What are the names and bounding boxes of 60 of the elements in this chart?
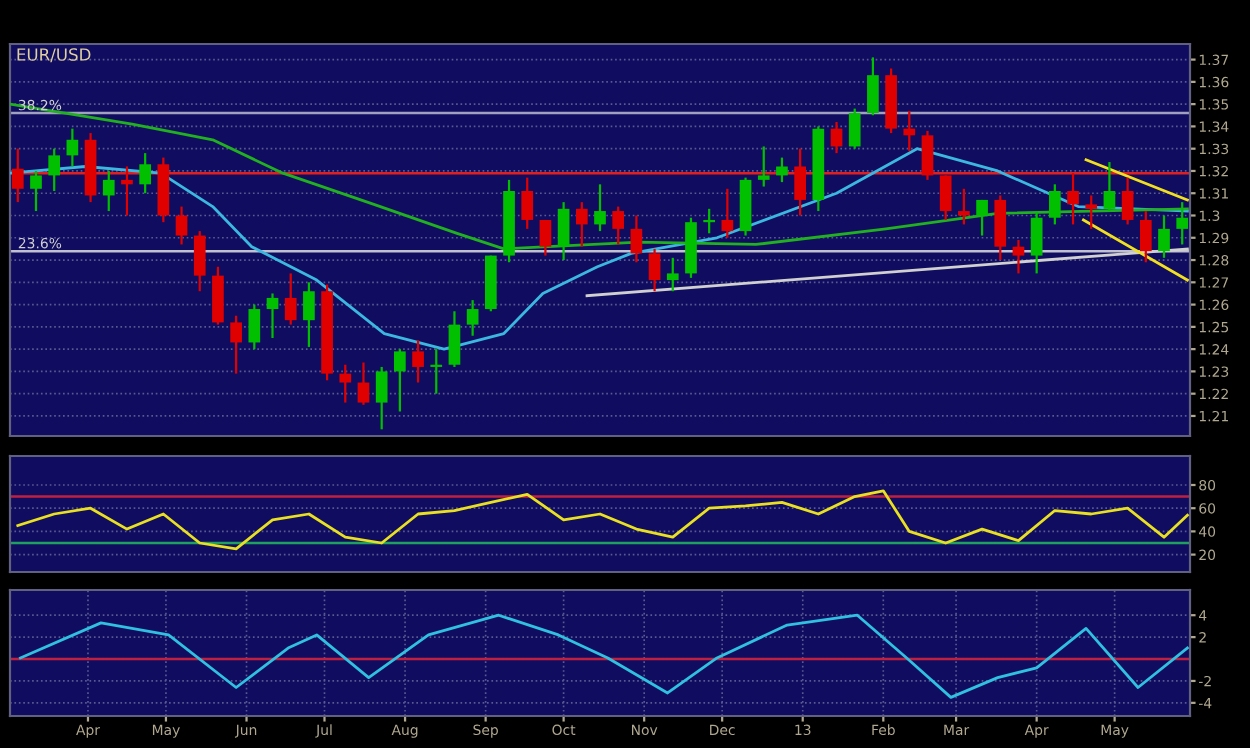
- candlestick: [776, 156, 788, 184]
- candlestick: [612, 205, 625, 246]
- candlestick: [521, 176, 534, 230]
- candlestick: [794, 147, 806, 217]
- candlestick: [594, 183, 606, 233]
- candlestick: [357, 361, 370, 406]
- candlestick: [1030, 209, 1043, 275]
- candlestick: [430, 348, 443, 395]
- line-series: [19, 613, 1189, 699]
- candlestick: [1085, 194, 1098, 230]
- candlestick: [721, 187, 734, 239]
- candlestick: [1067, 172, 1079, 226]
- candlestick: [248, 303, 261, 351]
- candlestick: [903, 109, 916, 153]
- candlestick: [539, 218, 552, 257]
- candlestick: [303, 281, 315, 349]
- line-series: [10, 102, 1189, 251]
- candlestick: [375, 365, 388, 431]
- candlestick: [1158, 214, 1170, 259]
- candlestick: [921, 129, 934, 181]
- candlestick: [575, 201, 588, 248]
- candlestick: [394, 348, 406, 413]
- line-series: [10, 147, 1189, 351]
- candlestick: [466, 299, 479, 337]
- candlestick: [11, 147, 24, 204]
- candlestick: [102, 169, 115, 213]
- chart-title: EUR/USD: [17, 48, 91, 63]
- candlestick: [1049, 183, 1061, 226]
- line-series: [16, 489, 1189, 551]
- candlestick: [139, 152, 151, 195]
- candlestick: [939, 174, 952, 222]
- candlestick: [412, 339, 424, 384]
- candlestick: [266, 292, 279, 340]
- candlestick: [230, 314, 242, 375]
- candlestick: [448, 310, 461, 369]
- candlestick: [976, 198, 988, 237]
- candlestick: [648, 247, 661, 293]
- candlestick: [666, 256, 679, 293]
- candlestick: [212, 265, 224, 326]
- candlestick: [175, 205, 188, 246]
- candlestick: [1139, 209, 1152, 264]
- candlestick: [1121, 176, 1134, 226]
- candlestick: [121, 165, 133, 217]
- candlestick: [66, 127, 79, 168]
- candlestick: [30, 169, 42, 213]
- candlestick: [994, 194, 1007, 262]
- candlestick: [958, 187, 970, 226]
- candlestick: [1103, 160, 1116, 213]
- candlestick: [867, 56, 879, 117]
- candlestick: [757, 145, 770, 188]
- candlestick: [848, 107, 861, 150]
- candlestick: [284, 272, 297, 326]
- candlestick: [193, 229, 206, 293]
- candlestick: [1012, 238, 1025, 275]
- candlestick: [703, 207, 716, 235]
- candlestick: [339, 363, 352, 404]
- candlestick: [557, 201, 570, 262]
- candlestick: [48, 147, 61, 193]
- candlestick: [830, 120, 843, 155]
- candlestick: [630, 214, 643, 264]
